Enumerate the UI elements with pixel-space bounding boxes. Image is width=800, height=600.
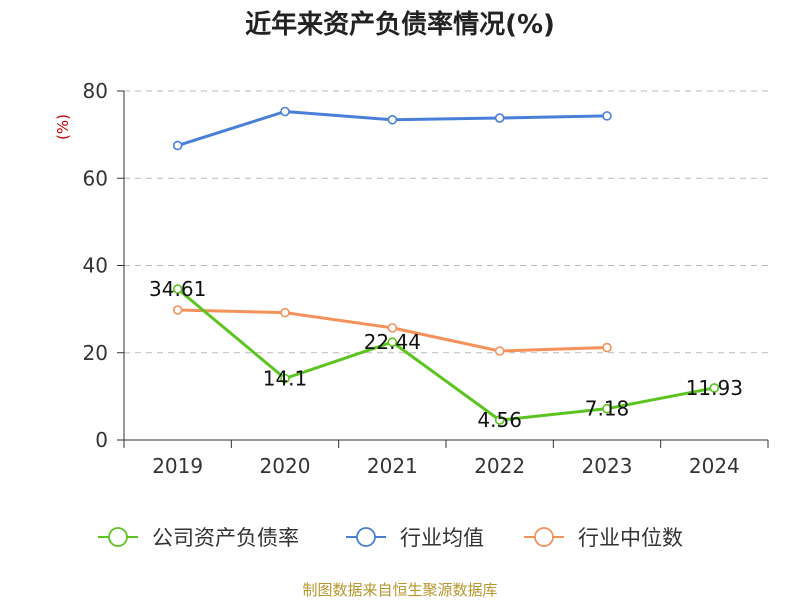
legend-label: 行业中位数: [578, 526, 683, 550]
y-tick-label: 0: [95, 428, 108, 452]
source-footer: 制图数据来自恒生聚源数据库: [302, 581, 498, 599]
data-point: [280, 106, 290, 117]
legend-label: 行业均值: [400, 526, 484, 550]
data-point: [494, 346, 505, 356]
data-point: [172, 140, 183, 151]
legend-label: 公司资产负债率: [152, 526, 299, 550]
data-point: [280, 373, 290, 384]
y-tick-label: 40: [83, 254, 108, 278]
data-point: [494, 415, 505, 425]
data-label: 22.44: [364, 330, 421, 354]
data-label: 14.1: [263, 366, 308, 390]
x-tick-label: 2021: [367, 454, 418, 478]
data-label: 11.93: [686, 376, 743, 400]
x-tick-label: 2023: [582, 454, 633, 478]
y-tick-label: 80: [83, 79, 108, 103]
data-point: [494, 113, 505, 123]
legend-marker: [108, 527, 128, 547]
y-tick-label: 20: [83, 341, 108, 365]
data-point: [280, 307, 290, 318]
data-point: [172, 305, 183, 315]
x-tick-label: 2020: [260, 454, 311, 478]
data-point: [172, 284, 183, 294]
data-point: [602, 342, 612, 353]
data-label: 7.18: [585, 397, 630, 421]
y-axis-unit-label: (%): [54, 114, 72, 140]
data-point: [602, 403, 612, 414]
x-tick-label: 2022: [474, 454, 525, 478]
legend-marker: [534, 527, 554, 547]
x-tick-label: 2019: [152, 454, 203, 478]
legend-marker: [356, 527, 376, 547]
x-tick-label: 2024: [689, 454, 740, 478]
data-label: 4.56: [477, 408, 522, 432]
data-point: [602, 111, 612, 121]
data-point: [387, 323, 398, 333]
data-point: [709, 383, 720, 393]
series-line: [176, 287, 715, 422]
data-label: 34.61: [149, 277, 206, 301]
chart-title: 近年来资产负债率情况(%): [245, 10, 555, 40]
y-tick-label: 60: [83, 166, 108, 190]
data-point: [387, 337, 398, 347]
data-point: [387, 114, 398, 125]
